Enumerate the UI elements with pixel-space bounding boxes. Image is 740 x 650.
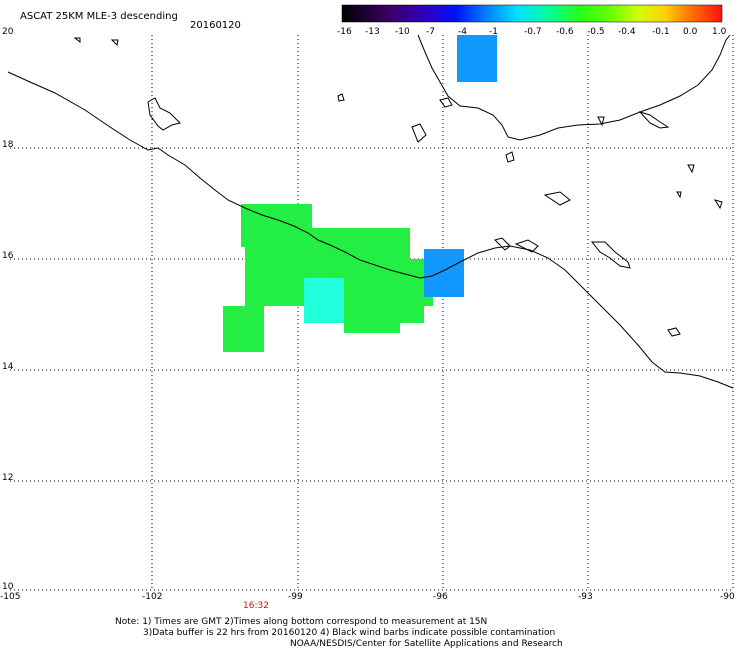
chart-date: 20160120	[190, 20, 241, 31]
lat-label: 12	[2, 473, 14, 483]
lon-label: -105	[0, 592, 21, 602]
data-cell	[304, 278, 344, 323]
data-cell	[424, 249, 464, 297]
lon-label: -99	[288, 592, 303, 602]
lat-label: 16	[2, 251, 14, 261]
colorbar	[341, 4, 723, 23]
lat-label: 10	[2, 582, 14, 592]
wind-data-cells	[223, 35, 497, 352]
data-cell	[223, 306, 264, 352]
colorbar-label: 1.0	[712, 27, 727, 37]
lat-label: 18	[2, 140, 14, 150]
measurement-time: 16:32	[243, 601, 269, 611]
lon-label: -102	[142, 592, 163, 602]
lon-label: -90	[720, 592, 735, 602]
colorbar-label: -0.7	[524, 27, 542, 37]
lon-label: -96	[433, 592, 448, 602]
chart-title: ASCAT 25KM MLE-3 descending	[20, 11, 178, 22]
coastline	[7, 34, 734, 389]
colorbar-label: -7	[426, 27, 435, 37]
lat-label: 20	[2, 27, 14, 37]
colorbar-label: -16	[337, 27, 352, 37]
colorbar-label: -13	[365, 27, 380, 37]
colorbar-label: -0.4	[618, 27, 636, 37]
grid-lines	[10, 35, 734, 591]
data-cell	[344, 295, 400, 333]
colorbar-label: -10	[395, 27, 410, 37]
colorbar-label: -0.5	[587, 27, 605, 37]
note-line-2: 3)Data buffer is 22 hrs from 20160120 4)…	[143, 628, 556, 638]
note-line-1: Note: 1) Times are GMT 2)Times along bot…	[115, 617, 488, 627]
colorbar-label: -1	[489, 27, 498, 37]
colorbar-label: -4	[458, 27, 467, 37]
lon-label: -93	[578, 592, 593, 602]
colorbar-label: -0.6	[556, 27, 574, 37]
colorbar-label: 0.0	[683, 27, 698, 37]
note-line-3: NOAA/NESDIS/Center for Satellite Applica…	[290, 639, 563, 649]
data-cell	[400, 295, 424, 323]
colorbar-label: -0.1	[652, 27, 670, 37]
lat-label: 14	[2, 362, 14, 372]
data-cell	[457, 35, 497, 82]
